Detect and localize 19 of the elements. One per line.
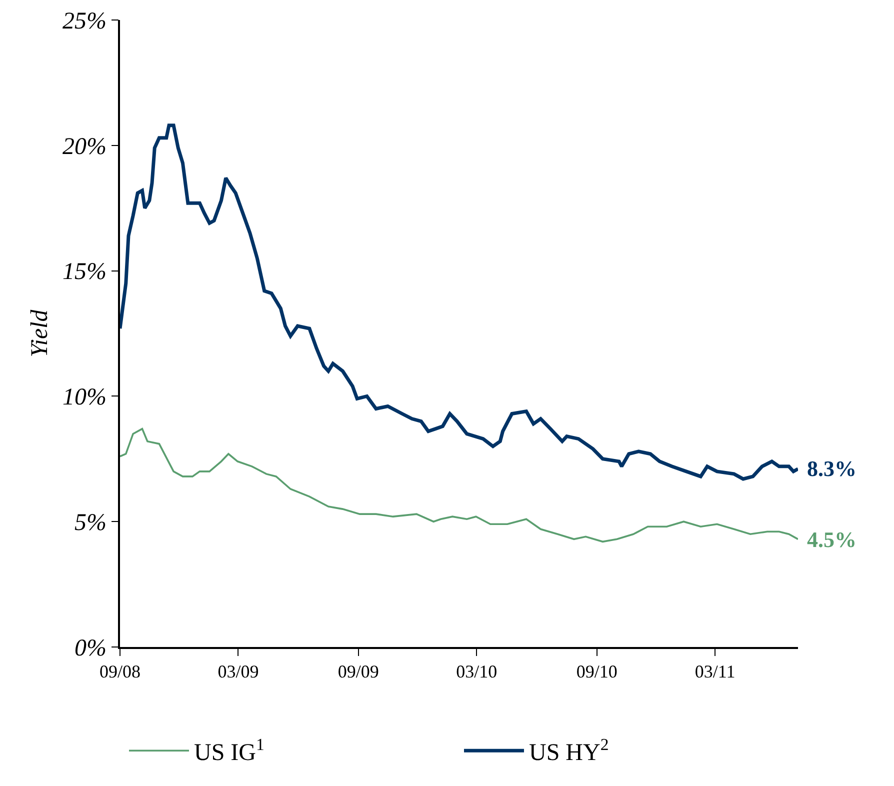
- y-tick-label: 10%: [62, 384, 106, 411]
- text: 8.3%: [807, 456, 856, 481]
- y-tick-label: 20%: [62, 134, 106, 160]
- line-series: [120, 428, 798, 543]
- x-tick-label: 09/08: [99, 661, 141, 682]
- x-tick-label: 03/10: [456, 661, 498, 682]
- y-tick-label: 25%: [62, 8, 106, 34]
- text: 4.5%: [807, 527, 856, 552]
- y-tick-label: 5%: [74, 510, 106, 536]
- y-tick-label: 0%: [74, 635, 106, 662]
- y-tick-label: 15%: [62, 259, 106, 286]
- legend-label: US HY$^{2}$: [529, 734, 609, 766]
- x-tick-label: 03/11: [694, 661, 736, 682]
- y-axis-title: Yield: [27, 308, 54, 358]
- x-tick-label: 09/10: [576, 661, 618, 682]
- legend-label: US IG$^{1}$: [194, 734, 264, 766]
- line-series: [120, 124, 798, 481]
- x-tick-label: 03/09: [218, 661, 259, 682]
- x-tick-label: 09/09: [338, 661, 379, 682]
